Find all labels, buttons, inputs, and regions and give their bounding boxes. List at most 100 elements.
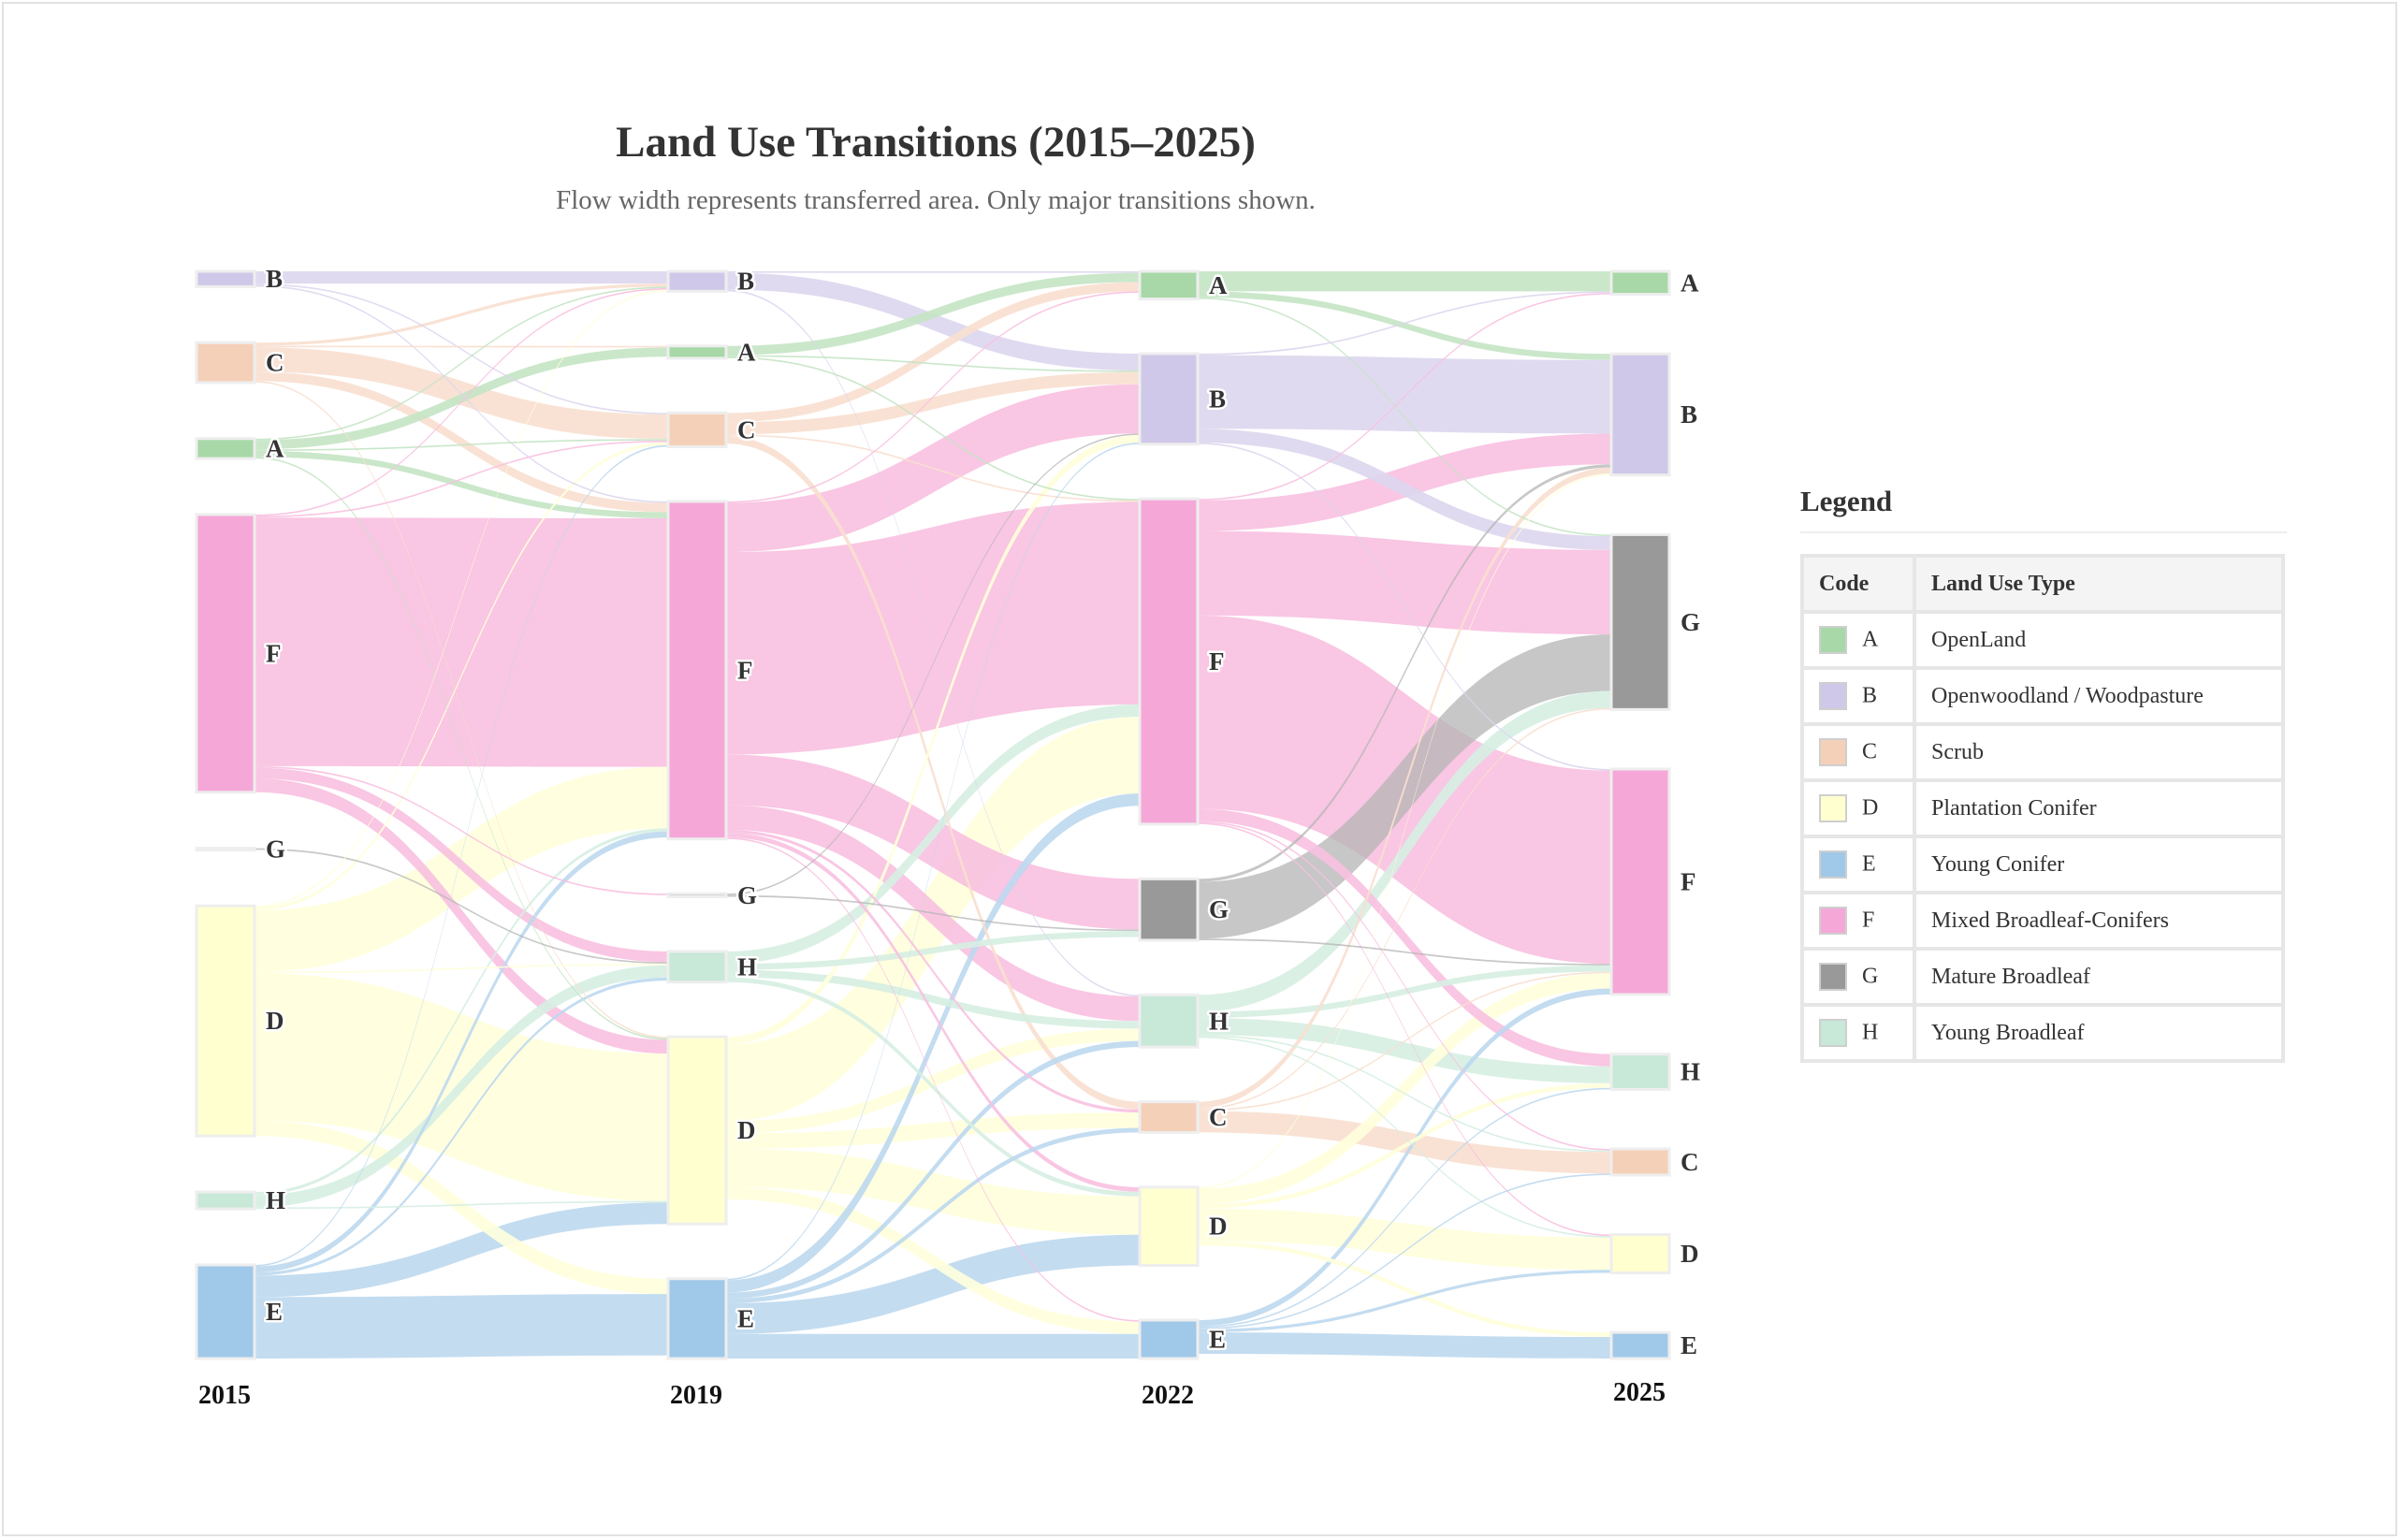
- flow-2019-A-to-2022-B: [726, 355, 1140, 372]
- legend-swatch: [1819, 626, 1847, 654]
- flow-2019-F-to-2022-E: [726, 837, 1140, 1322]
- flow-2015-H-to-2019-H: [255, 965, 668, 1208]
- flow-2022-H-to-2025-F: [1198, 965, 1611, 1019]
- flow-2022-D-to-2025-E: [1198, 1241, 1611, 1338]
- legend-code-cell: H: [1802, 1005, 1914, 1061]
- flow-2022-C-to-2025-C: [1198, 1111, 1611, 1174]
- node-label-2022-F: F: [1209, 647, 1225, 676]
- flow-2015-C-to-2019-C: [255, 347, 668, 440]
- legend-panel: Legend Code Land Use Type A OpenLand B Open…: [1800, 485, 2287, 1063]
- legend-title: Legend: [1800, 485, 2287, 533]
- flow-2022-H-to-2025-G: [1198, 690, 1611, 1012]
- column-label-2015: 2015: [198, 1381, 251, 1410]
- flow-2019-E-to-2022-H: [726, 1040, 1140, 1300]
- legend-code: H: [1862, 1020, 1879, 1045]
- flow-2019-G-to-2022-B: [726, 433, 1140, 895]
- flow-2015-D-to-2019-H: [255, 964, 668, 974]
- flow-2019-E-to-2022-F: [726, 793, 1140, 1293]
- node-2015-E: [195, 1263, 256, 1360]
- flow-2019-D-to-2022-B: [726, 434, 1140, 1045]
- flow-2022-H-to-2025-H: [1198, 1018, 1611, 1083]
- sankey-nodes: [195, 269, 1671, 1360]
- flow-2019-B-to-2022-H: [726, 289, 1140, 997]
- flow-2022-B-to-2025-A: [1198, 291, 1611, 356]
- flow-2015-A-to-2019-D: [255, 457, 668, 1040]
- node-2015-C: [195, 341, 256, 385]
- flow-2022-E-to-2025-D: [1198, 1270, 1611, 1333]
- legend-row-f: F Mixed Broadleaf-Conifers: [1802, 893, 2283, 949]
- flow-2022-F-to-2025-A: [1198, 292, 1611, 501]
- legend-row-e: E Young Conifer: [1802, 836, 2283, 893]
- legend-code: F: [1862, 908, 1875, 933]
- flow-2019-E-to-2022-C: [726, 1127, 1140, 1303]
- flow-2015-E-to-2019-F: [255, 831, 668, 1273]
- legend-label: Openwoodland / Woodpasture: [1914, 668, 2283, 724]
- node-label-2015-F: F: [266, 639, 282, 667]
- flow-2022-F-to-2025-B: [1198, 433, 1611, 531]
- flow-2022-G-to-2025-B: [1198, 464, 1611, 882]
- flow-2019-B-to-2022-B: [726, 272, 1140, 371]
- flow-2019-F-to-2022-G: [726, 754, 1140, 930]
- node-label-2015-E: E: [266, 1298, 283, 1326]
- node-label-2019-H: H: [737, 952, 757, 981]
- node-label-2022-B: B: [1209, 385, 1226, 413]
- flow-2022-F-to-2025-H: [1198, 808, 1611, 1067]
- node-label-2019-D: D: [737, 1116, 756, 1144]
- node-2025-D: [1609, 1233, 1671, 1275]
- flow-2015-E-to-2019-D: [255, 1202, 668, 1298]
- node-2022-B: [1138, 352, 1200, 446]
- legend-label: Young Conifer: [1914, 836, 2283, 893]
- node-label-2022-C: C: [1209, 1103, 1228, 1131]
- node-2022-C: [1138, 1100, 1200, 1134]
- flow-2019-H-to-2022-F: [726, 704, 1140, 965]
- node-label-2019-C: C: [737, 415, 756, 443]
- node-2019-A: [666, 344, 728, 360]
- node-label-2025-G: G: [1681, 608, 1700, 636]
- legend-label: Young Broadleaf: [1914, 1005, 2283, 1061]
- node-2025-E: [1609, 1330, 1671, 1360]
- flow-2015-H-to-2019-D: [255, 1200, 668, 1210]
- legend-label: Plantation Conifer: [1914, 780, 2283, 836]
- node-2015-H: [195, 1190, 256, 1211]
- flow-2015-F-to-2019-C: [255, 440, 668, 518]
- flow-2019-G-to-2022-G: [726, 894, 1140, 932]
- legend-header-type: Land Use Type: [1914, 556, 2283, 612]
- legend-code-cell: G: [1802, 949, 1914, 1005]
- flow-2022-H-to-2025-C: [1198, 1035, 1611, 1153]
- flow-2015-C-to-2019-B: [255, 283, 668, 346]
- node-2022-F: [1138, 497, 1200, 826]
- flow-2015-C-to-2019-A: [255, 345, 668, 348]
- legend-row-a: A OpenLand: [1802, 612, 2283, 668]
- legend-swatch: [1819, 682, 1847, 710]
- flow-2015-C-to-2019-F: [255, 371, 668, 513]
- node-label-2015-A: A: [266, 434, 284, 462]
- flow-2019-C-to-2022-C: [726, 435, 1140, 1110]
- legend-code: E: [1862, 851, 1876, 877]
- flow-2019-C-to-2022-F: [726, 434, 1140, 502]
- node-2025-G: [1609, 532, 1671, 711]
- node-label-2019-B: B: [737, 268, 754, 296]
- legend-header-code: Code: [1802, 556, 1914, 612]
- node-2015-B: [195, 269, 256, 288]
- node-label-2015-H: H: [266, 1186, 285, 1214]
- sankey-labels: B C A F G D H E B A C F G H D E A B F G H C D E A B G F H C D E 2015 2019…: [198, 263, 1703, 1410]
- node-label-2025-D: D: [1681, 1240, 1699, 1268]
- flow-2019-H-to-2022-D: [726, 977, 1140, 1197]
- legend-row-c: C Scrub: [1802, 724, 2283, 780]
- flow-2022-E-to-2025-H: [1198, 1087, 1611, 1329]
- flow-2015-B-to-2019-F: [255, 284, 668, 503]
- flow-2015-F-to-2019-H: [255, 767, 668, 963]
- flow-2015-C-to-2019-D: [255, 381, 668, 1039]
- flow-2019-F-to-2022-F: [726, 501, 1140, 755]
- flow-2019-A-to-2022-F: [726, 356, 1140, 501]
- flow-2019-D-to-2022-C: [726, 1112, 1140, 1149]
- node-2019-H: [666, 950, 728, 984]
- legend-swatch: [1819, 907, 1847, 935]
- flow-2019-D-to-2022-D: [726, 1148, 1140, 1235]
- node-label-2015-D: D: [266, 1007, 284, 1035]
- legend-code: G: [1862, 964, 1879, 989]
- node-label-2019-A: A: [737, 338, 756, 366]
- node-2025-F: [1609, 767, 1671, 996]
- legend-header-row: Code Land Use Type: [1802, 556, 2283, 612]
- legend-row-b: B Openwoodland / Woodpasture: [1802, 668, 2283, 724]
